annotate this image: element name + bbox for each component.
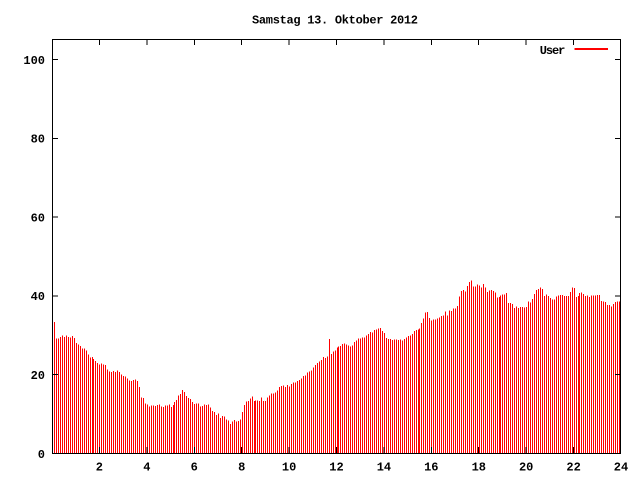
svg-text:6: 6 xyxy=(191,461,198,475)
svg-text:20: 20 xyxy=(519,461,533,475)
svg-text:16: 16 xyxy=(424,461,438,475)
svg-text:40: 40 xyxy=(31,290,45,304)
svg-text:14: 14 xyxy=(377,461,391,475)
svg-text:20: 20 xyxy=(31,369,45,383)
svg-text:8: 8 xyxy=(238,461,245,475)
svg-text:10: 10 xyxy=(282,461,296,475)
svg-text:User: User xyxy=(540,44,566,58)
svg-text:80: 80 xyxy=(31,133,45,147)
svg-text:4: 4 xyxy=(143,461,150,475)
svg-text:18: 18 xyxy=(472,461,486,475)
svg-text:60: 60 xyxy=(31,211,45,225)
svg-text:Samstag 13. Oktober 2012: Samstag 13. Oktober 2012 xyxy=(252,14,418,28)
svg-text:0: 0 xyxy=(38,448,45,462)
svg-text:22: 22 xyxy=(566,461,580,475)
svg-text:100: 100 xyxy=(23,54,45,68)
svg-text:24: 24 xyxy=(614,461,628,475)
svg-text:12: 12 xyxy=(329,461,343,475)
svg-text:2: 2 xyxy=(96,461,103,475)
